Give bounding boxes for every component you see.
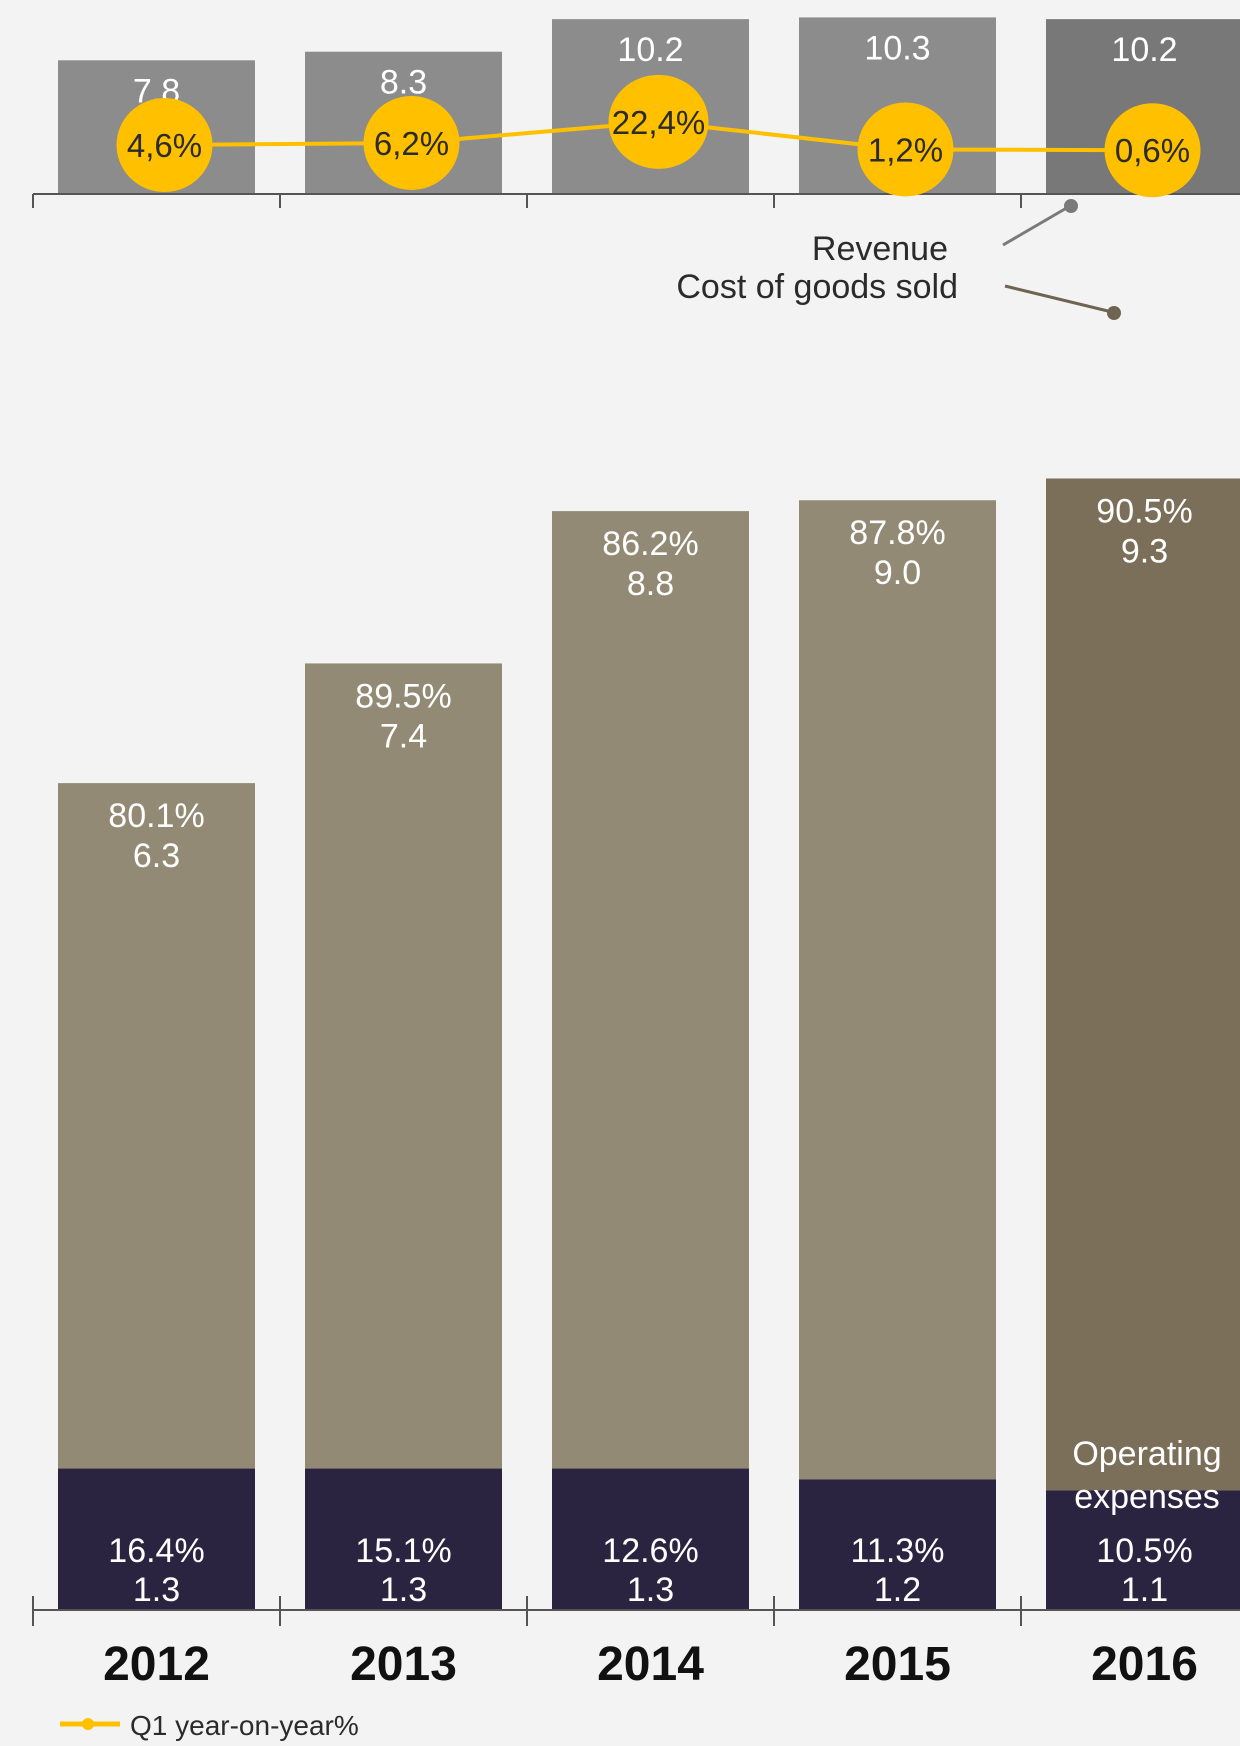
opex-series-label-line2: expenses [1074, 1478, 1220, 1516]
opex-percent-label: 16.4% [108, 1532, 204, 1570]
opex-percent-label: 12.6% [602, 1532, 698, 1570]
cogs-series-label: Cost of goods sold [676, 268, 958, 306]
legend-label: Q1 year-on-year% [130, 1710, 359, 1741]
cogs-value-label: 7.4 [380, 717, 427, 755]
opex-series-label-line1: Operating [1072, 1435, 1221, 1473]
cogs-percent-label: 89.5% [355, 677, 451, 715]
opex-bar [799, 1479, 996, 1610]
yoy-label: 22,4% [612, 104, 706, 141]
yoy-label: 0,6% [1115, 132, 1190, 169]
revenue-value-label: 8.3 [380, 64, 427, 102]
revenue-leader-dot [1064, 199, 1078, 213]
opex-bar [58, 1468, 255, 1610]
year-label: 2013 [350, 1638, 457, 1691]
yoy-point [608, 74, 709, 169]
yoy-point [363, 95, 460, 190]
cogs-bar [552, 511, 749, 1469]
yoy-label: 1,2% [868, 131, 943, 168]
revenue-leader-line [1002, 204, 1071, 247]
cogs-bar [1046, 478, 1240, 1491]
cogs-bar [799, 500, 996, 1480]
revenue-series-label: Revenue [812, 230, 948, 268]
opex-value-label: 1.3 [627, 1571, 674, 1609]
opex-bar [552, 1468, 749, 1610]
opex-value-label: 1.3 [380, 1571, 427, 1609]
cogs-leader-dot [1107, 306, 1121, 320]
yoy-label: 6,2% [374, 125, 449, 162]
opex-value-label: 1.1 [1121, 1571, 1168, 1609]
legend-marker [82, 1718, 94, 1730]
cogs-bar [58, 783, 255, 1469]
cogs-value-label: 6.3 [133, 837, 180, 875]
cogs-percent-label: 86.2% [602, 525, 698, 563]
yoy-label: 4,6% [127, 127, 202, 164]
revenue-panel: 7.8 8.310.2 10.3 10.24,6% 6,2%22,4%1,2% 0,6% [32, 17, 1240, 208]
cogs-value-label: 9.0 [874, 554, 921, 592]
yoy-point [857, 102, 954, 197]
year-label: 2012 [103, 1638, 210, 1691]
revenue-value-label: 10.3 [864, 29, 930, 67]
opex-bar [1046, 1490, 1240, 1610]
cogs-value-label: 8.8 [627, 565, 674, 603]
cogs-bar [305, 663, 502, 1469]
opex-percent-label: 11.3% [851, 1532, 945, 1570]
cogs-percent-label: 87.8% [849, 514, 945, 552]
year-label: 2015 [844, 1638, 951, 1691]
cost-panel: 80.1%6.316.4%1.3201289.5%7.415.1%1.32013… [32, 478, 1240, 1691]
opex-value-label: 1.2 [874, 1571, 921, 1609]
opex-percent-label: 15.1% [355, 1532, 451, 1570]
cogs-percent-label: 90.5% [1096, 492, 1192, 530]
opex-percent-label: 10.5% [1096, 1532, 1192, 1570]
cogs-leader-line [1004, 284, 1113, 314]
revenue-value-label: 10.2 [617, 31, 683, 69]
yoy-point [116, 98, 213, 193]
cogs-percent-label: 80.1% [108, 797, 204, 835]
opex-value-label: 1.3 [133, 1571, 180, 1609]
legend: Q1 year-on-year% [60, 1710, 359, 1741]
year-label: 2014 [597, 1638, 704, 1691]
cogs-value-label: 9.3 [1121, 532, 1168, 570]
opex-bar [305, 1468, 502, 1610]
yoy-point [1104, 103, 1201, 198]
revenue-value-label: 10.2 [1111, 31, 1177, 69]
year-label: 2016 [1091, 1638, 1198, 1691]
